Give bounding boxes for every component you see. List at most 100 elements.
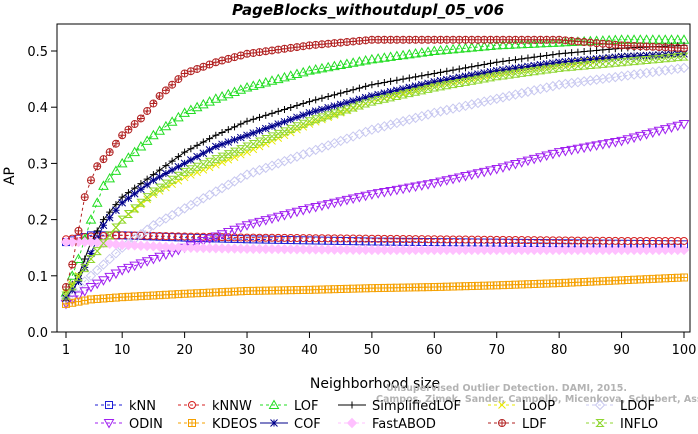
data-point — [341, 58, 353, 68]
data-point — [499, 65, 507, 74]
data-point — [91, 197, 103, 207]
data-point — [673, 53, 683, 62]
data-point — [566, 145, 577, 156]
data-point — [197, 98, 209, 109]
y-tick-label: 0.3 — [27, 157, 48, 172]
x-tick-label: 50 — [364, 343, 381, 358]
data-point — [87, 176, 95, 184]
series-inflo — [61, 52, 689, 300]
data-point — [594, 399, 606, 411]
data-point — [99, 221, 108, 230]
data-point — [360, 55, 371, 65]
legend-label: SimplifiedLOF — [372, 399, 461, 414]
data-point — [118, 231, 127, 240]
data-point — [430, 69, 438, 77]
data-point — [199, 149, 208, 158]
data-point — [517, 63, 526, 72]
data-point — [137, 185, 145, 194]
series-kdeos — [62, 273, 688, 308]
series-line — [65, 44, 685, 293]
data-point — [516, 87, 527, 99]
data-point — [255, 233, 264, 242]
data-point — [524, 62, 532, 71]
data-point — [267, 132, 277, 141]
data-point — [223, 150, 234, 159]
data-point — [591, 60, 602, 69]
data-point — [324, 234, 333, 243]
data-point — [498, 401, 506, 409]
data-point — [141, 135, 153, 145]
legend-label: LOF — [294, 399, 319, 414]
data-point — [280, 233, 289, 242]
data-point — [262, 111, 270, 119]
data-point — [85, 236, 97, 248]
data-point — [379, 94, 390, 103]
data-point — [85, 214, 97, 224]
data-point — [547, 149, 559, 160]
data-point — [491, 165, 503, 175]
data-point — [536, 60, 545, 69]
data-point — [287, 103, 295, 111]
data-point — [188, 419, 196, 427]
data-point — [405, 74, 413, 82]
data-point — [280, 117, 289, 126]
data-point — [372, 189, 384, 199]
legend-item-inflo: INFLO — [586, 417, 658, 432]
data-point — [366, 53, 378, 64]
data-point — [98, 276, 109, 286]
data-point — [492, 66, 501, 75]
data-point — [467, 235, 476, 244]
data-point — [360, 99, 371, 108]
data-point — [492, 235, 501, 244]
data-point — [417, 235, 426, 244]
data-point — [297, 66, 309, 77]
data-point — [603, 139, 615, 149]
legend-item-ldof: LDOF — [586, 399, 655, 414]
data-point — [148, 254, 159, 265]
data-point — [628, 133, 640, 144]
x-tick-label: 80 — [551, 343, 568, 358]
data-point — [379, 188, 390, 198]
data-point — [299, 111, 308, 119]
data-point — [555, 58, 564, 67]
data-point — [204, 96, 215, 106]
data-point — [672, 121, 684, 132]
legend-label: COF — [294, 417, 321, 432]
data-point — [680, 44, 688, 52]
data-point — [336, 100, 345, 109]
data-point — [204, 189, 215, 201]
data-point — [317, 234, 326, 243]
data-point — [279, 71, 290, 82]
data-point — [204, 234, 215, 245]
data-point — [111, 231, 120, 240]
data-point — [522, 156, 534, 167]
data-point — [417, 80, 426, 89]
data-point — [261, 124, 270, 133]
data-point — [87, 249, 95, 258]
data-point — [392, 234, 401, 243]
data-point — [454, 101, 465, 113]
data-point — [212, 58, 220, 66]
data-point — [199, 138, 207, 146]
data-point — [412, 73, 420, 81]
data-point — [123, 152, 134, 162]
data-point — [466, 42, 478, 52]
data-point — [410, 87, 421, 96]
data-point — [659, 125, 671, 135]
data-point — [391, 185, 403, 196]
data-point — [499, 57, 507, 65]
y-tick-label: 0.0 — [27, 326, 48, 341]
data-point — [373, 96, 383, 105]
data-point — [166, 209, 178, 221]
data-point — [380, 234, 389, 243]
data-point — [648, 236, 657, 245]
data-point — [247, 219, 259, 230]
legend-label: LDF — [522, 417, 547, 432]
data-point — [598, 59, 608, 68]
legend-item-loop: LoOP — [488, 399, 555, 414]
data-point — [560, 63, 571, 72]
data-point — [118, 131, 126, 139]
data-point — [317, 113, 327, 122]
data-point — [504, 70, 514, 79]
data-point — [173, 206, 184, 217]
